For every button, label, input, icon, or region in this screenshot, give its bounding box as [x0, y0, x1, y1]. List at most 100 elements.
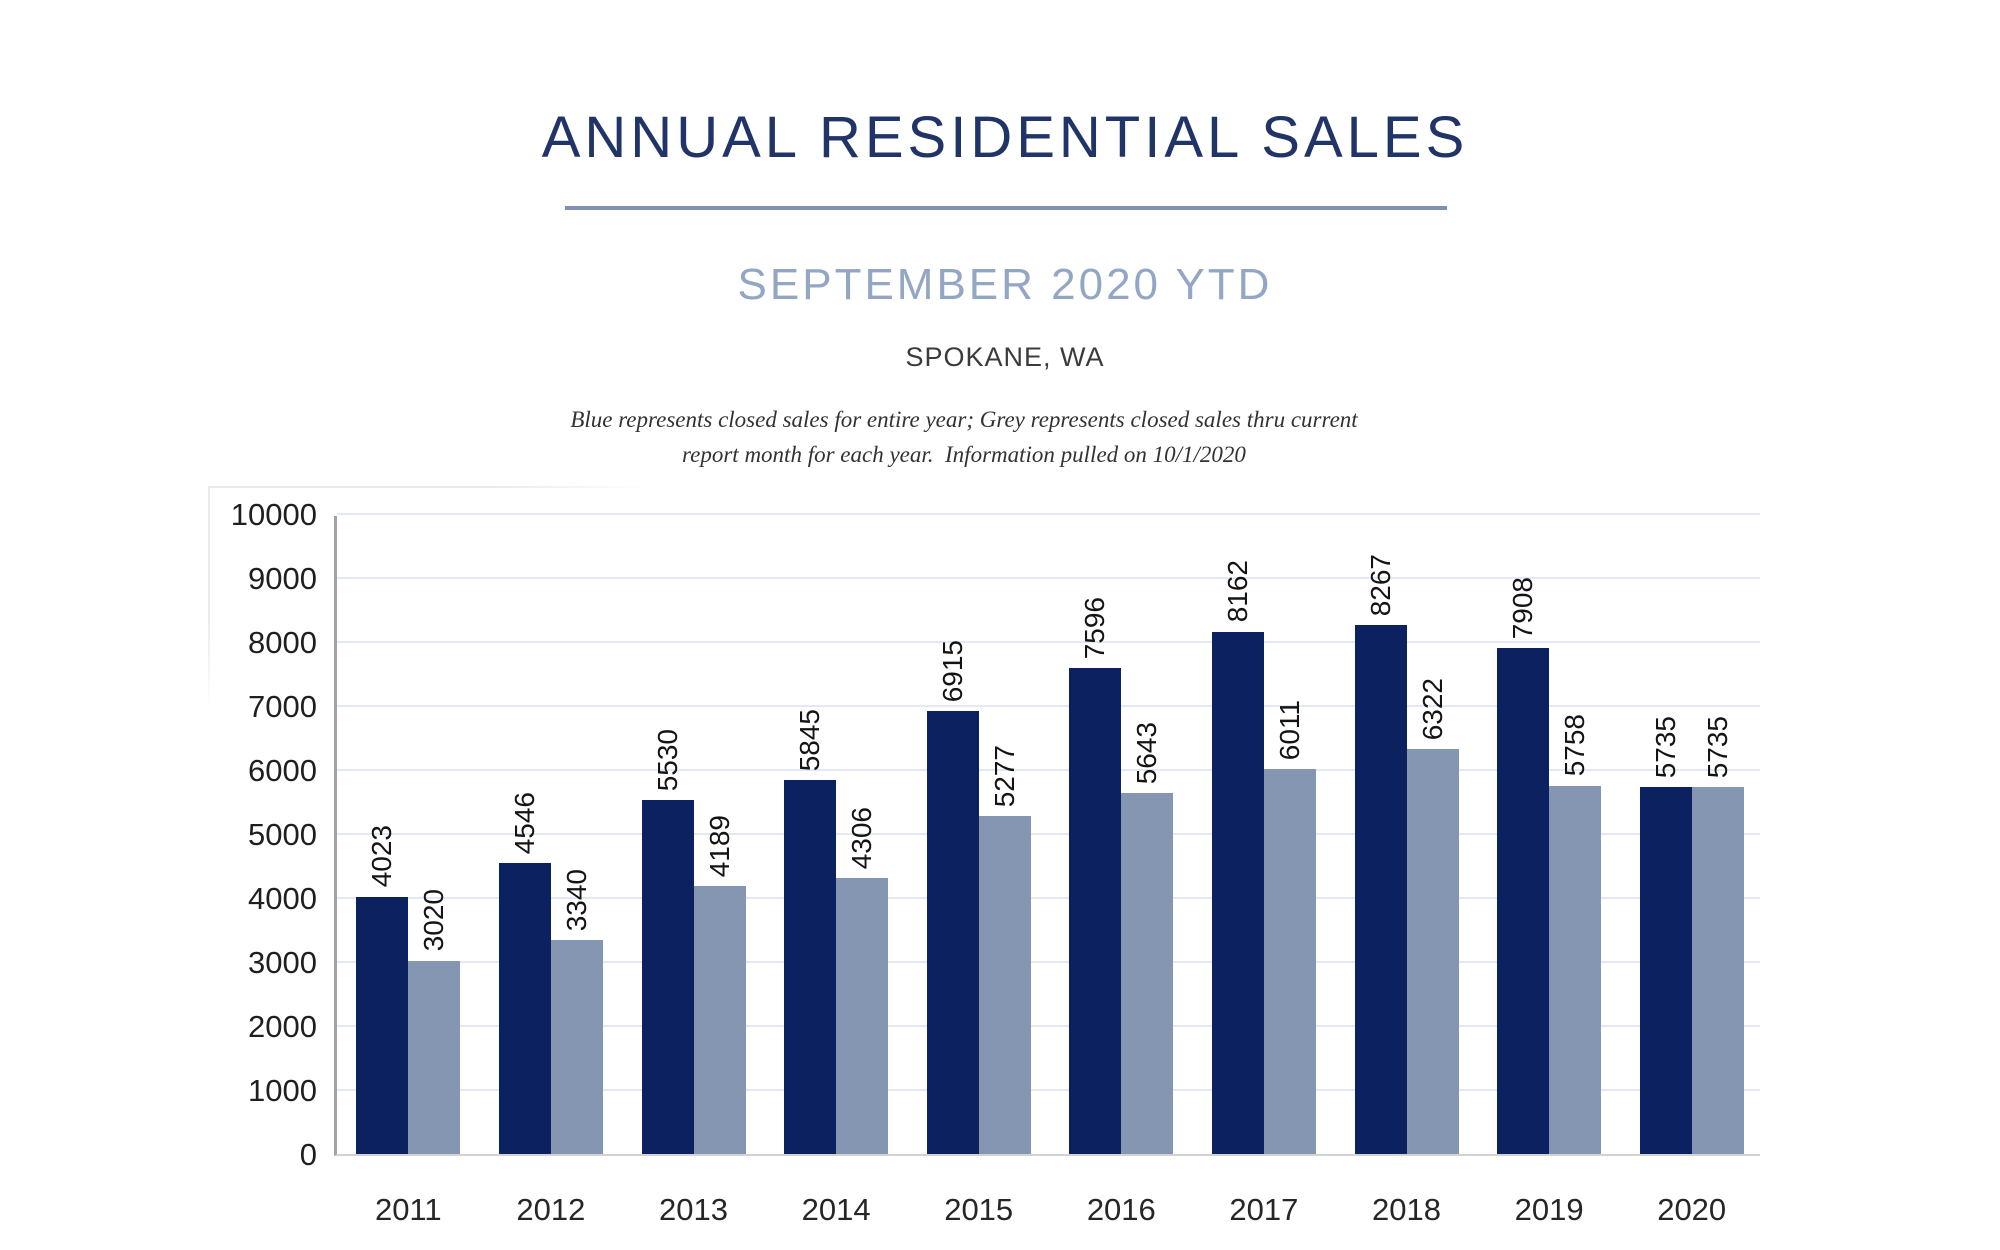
bar-value-label-grey-2015: 5277 — [988, 744, 1020, 808]
gridline-5000 — [337, 833, 1760, 835]
gridline-8000 — [337, 641, 1760, 643]
bar-value-label-blue-2018: 8267 — [1364, 553, 1396, 616]
bar-grey-2011: 3020 — [408, 889, 461, 1154]
page-title: ANNUAL RESIDENTIAL SALES — [541, 105, 1469, 170]
bar-rect — [1406, 749, 1459, 1154]
x-axis-tick-2018: 2018 — [1372, 1192, 1441, 1227]
bar-grey-2016: 5643 — [1121, 722, 1174, 1154]
bar-value-label-blue-2016: 7596 — [1079, 596, 1111, 659]
gridline-6000 — [337, 769, 1760, 771]
bar-blue-2013: 5530 — [641, 729, 694, 1154]
gridline-2000 — [337, 1025, 1760, 1027]
gridline-1000 — [337, 1089, 1760, 1091]
bar-rect — [836, 878, 889, 1154]
bar-blue-2016: 7596 — [1069, 597, 1122, 1154]
bar-value-label-blue-2011: 4023 — [366, 825, 398, 888]
bar-value-label-blue-2013: 5530 — [651, 728, 683, 792]
gridline-3000 — [337, 961, 1760, 963]
legend-note: Blue represents closed sales for entire … — [0, 402, 1928, 472]
bar-value-label-grey-2019: 5758 — [1559, 714, 1591, 777]
y-axis-tick-4000: 4000 — [248, 881, 317, 916]
bar-grey-2012: 3340 — [550, 869, 603, 1154]
bar-grey-2015: 5277 — [978, 745, 1031, 1154]
y-axis-tick-10000: 10000 — [230, 497, 317, 532]
bar-grey-2013: 4189 — [693, 815, 746, 1154]
bar-value-label-blue-2019: 7908 — [1507, 576, 1539, 639]
bar-rect — [1497, 647, 1550, 1154]
y-axis-tick-2000: 2000 — [248, 1009, 317, 1044]
bar-rect — [1211, 631, 1264, 1154]
bar-rect — [926, 711, 979, 1154]
bar-value-label-blue-2015: 6915 — [936, 640, 968, 703]
gridline-9000 — [337, 577, 1760, 579]
bar-grey-2020: 5735 — [1691, 716, 1744, 1154]
bar-rect — [1354, 624, 1407, 1154]
title-divider — [565, 206, 1447, 210]
bar-blue-2018: 8267 — [1354, 554, 1407, 1154]
gridline-7000 — [337, 705, 1760, 707]
bar-blue-2019: 7908 — [1497, 577, 1550, 1154]
x-axis-tick-2011: 2011 — [374, 1192, 442, 1227]
bar-value-label-blue-2017: 8162 — [1221, 560, 1253, 623]
y-axis-tick-8000: 8000 — [248, 625, 317, 660]
bar-rect — [1691, 786, 1744, 1154]
y-axis-tick-3000: 3000 — [248, 945, 317, 980]
x-axis-tick-2017: 2017 — [1229, 1192, 1299, 1227]
bar-value-label-grey-2011: 3020 — [418, 889, 450, 952]
bar-rect — [641, 800, 694, 1154]
x-axis-tick-2015: 2015 — [944, 1192, 1014, 1227]
bar-rect — [978, 816, 1031, 1154]
bar-value-label-grey-2018: 6322 — [1416, 678, 1448, 741]
y-axis-tick-1000: 1000 — [248, 1073, 317, 1108]
bar-value-label-grey-2016: 5643 — [1131, 721, 1163, 784]
y-axis-tick-6000: 6000 — [248, 753, 317, 788]
y-axis-tick-5000: 5000 — [248, 817, 317, 852]
chart-frame-edge-top — [208, 486, 653, 488]
bar-blue-2017: 8162 — [1211, 560, 1264, 1154]
legend-note-line2: report month for each year. Information … — [682, 442, 1246, 467]
bar-rect — [498, 863, 551, 1154]
x-axis-tick-2020: 2020 — [1657, 1192, 1727, 1227]
bar-value-label-blue-2020: 5735 — [1649, 715, 1681, 778]
bar-rect — [1639, 786, 1692, 1154]
chart-frame-edge-left — [208, 486, 210, 711]
bar-rect — [1263, 769, 1316, 1154]
x-axis-tick-2013: 2013 — [659, 1192, 728, 1227]
bar-rect — [1549, 785, 1602, 1154]
bar-blue-2015: 6915 — [926, 640, 979, 1154]
bar-value-label-grey-2014: 4306 — [846, 807, 878, 870]
bar-value-label-blue-2012: 4546 — [508, 791, 540, 855]
bar-grey-2017: 6011 — [1263, 700, 1316, 1154]
x-axis-tick-2014: 2014 — [801, 1192, 871, 1227]
bar-blue-2014: 5845 — [784, 709, 837, 1154]
page-subtitle: SEPTEMBER 2020 YTD — [737, 260, 1273, 309]
bar-rect — [550, 940, 603, 1154]
bar-value-label-blue-2014: 5845 — [794, 708, 826, 771]
bar-rect — [784, 779, 837, 1154]
bar-value-label-grey-2020: 5735 — [1701, 715, 1733, 778]
legend-note-line1: Blue represents closed sales for entire … — [570, 407, 1358, 432]
y-axis-tick-9000: 9000 — [248, 561, 317, 596]
location-label: SPOKANE, WA — [905, 342, 1105, 372]
bar-blue-2011: 4023 — [356, 825, 409, 1154]
x-axis-tick-2012: 2012 — [516, 1192, 586, 1227]
y-axis-tick-7000: 7000 — [248, 689, 317, 724]
gridline-4000 — [337, 897, 1760, 899]
gridline-10000 — [337, 513, 1760, 515]
bar-blue-2012: 4546 — [498, 792, 551, 1154]
bar-grey-2019: 5758 — [1549, 714, 1602, 1154]
bar-grey-2014: 4306 — [836, 807, 889, 1154]
bar-chart-plot-area: 0 1000 2000 3000 4000 5000 6000 7000 8000 9000 100… — [231, 497, 1760, 1227]
y-axis-tick-0: 0 — [299, 1137, 317, 1172]
bar-rect — [1121, 792, 1174, 1154]
bar-rect — [693, 885, 746, 1154]
x-axis-tick-2016: 2016 — [1086, 1192, 1156, 1227]
bar-rect — [408, 960, 461, 1154]
bar-value-label-grey-2013: 4189 — [703, 814, 735, 877]
x-axis-tick-2019: 2019 — [1514, 1192, 1584, 1227]
bar-value-label-grey-2017: 6011 — [1273, 700, 1305, 761]
bar-grey-2018: 6322 — [1406, 678, 1459, 1154]
bar-rect — [1069, 667, 1122, 1154]
bar-rect — [356, 896, 409, 1154]
